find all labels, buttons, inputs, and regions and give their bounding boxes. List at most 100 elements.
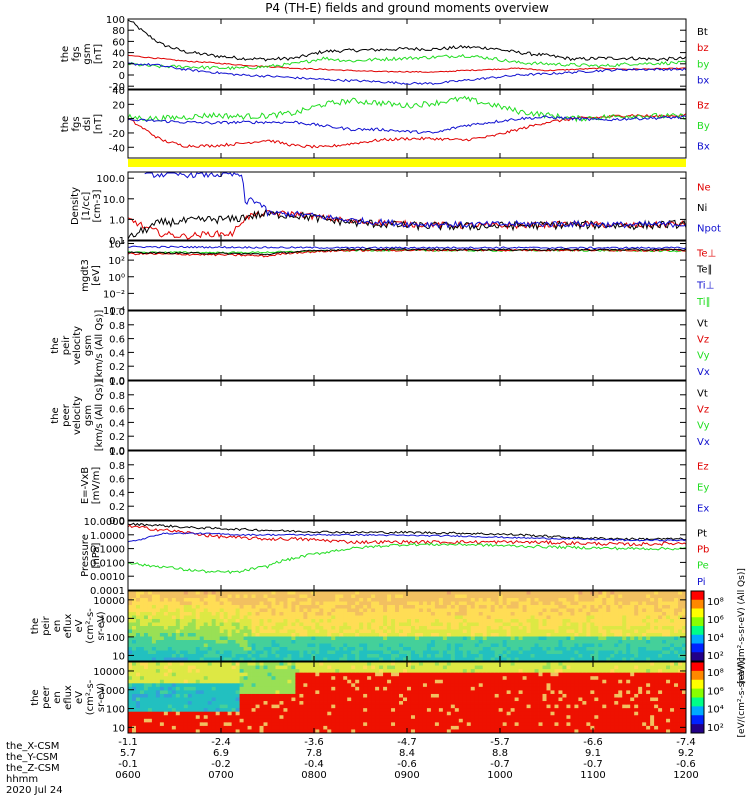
spectrogram-cell bbox=[582, 615, 587, 620]
spectrogram-cell bbox=[642, 612, 647, 616]
spectrogram-cell bbox=[291, 715, 296, 720]
spectrogram-cell bbox=[359, 654, 364, 658]
spectrogram-cell bbox=[307, 633, 312, 637]
spectrogram-cell bbox=[363, 690, 368, 695]
spectrogram-cell bbox=[662, 647, 667, 651]
spectrogram-cell bbox=[235, 612, 240, 616]
spectrogram-cell bbox=[590, 640, 595, 644]
spectrogram-cell bbox=[654, 657, 659, 662]
spectrogram-cell bbox=[163, 725, 169, 730]
spectrogram-cell bbox=[426, 643, 432, 648]
spectrogram-cell bbox=[482, 626, 488, 630]
spectrogram-cell bbox=[327, 669, 332, 674]
spectrogram-cell bbox=[359, 686, 364, 691]
spectrogram-cell bbox=[610, 619, 615, 623]
spectrogram-cell bbox=[339, 686, 344, 691]
spectrogram-cell bbox=[327, 643, 332, 648]
spectrogram-cell bbox=[630, 594, 635, 599]
spectrogram-cell bbox=[163, 669, 169, 674]
spectrogram-cell bbox=[395, 683, 400, 688]
spectrogram-cell bbox=[128, 612, 133, 616]
spectrogram-cell bbox=[510, 647, 516, 651]
spectrogram-cell bbox=[211, 711, 217, 716]
spectrogram-cell bbox=[223, 725, 229, 730]
legend-entry: Vy bbox=[697, 421, 710, 432]
spectrogram-cell bbox=[678, 636, 683, 641]
spectrogram-cell bbox=[271, 693, 276, 698]
spectrogram-cell bbox=[626, 643, 631, 648]
spectrogram-cell bbox=[211, 672, 217, 677]
spectrogram-cell bbox=[442, 615, 448, 620]
spectrogram-cell bbox=[319, 647, 324, 651]
spectrogram-cell bbox=[367, 690, 372, 695]
spectrogram-cell bbox=[474, 693, 480, 698]
spectrogram-cell bbox=[367, 708, 372, 713]
spectrogram-cell bbox=[395, 605, 400, 609]
spectrogram-cell bbox=[538, 601, 543, 606]
spectrogram-cell bbox=[207, 636, 213, 641]
spectrogram-cell bbox=[450, 640, 456, 644]
spectrogram-cell bbox=[159, 697, 165, 702]
spectrogram-cell bbox=[171, 601, 177, 606]
spectrogram-cell bbox=[387, 636, 392, 641]
spectrogram-cell bbox=[267, 711, 272, 716]
spectrogram-cell bbox=[235, 683, 240, 688]
spectrogram-cell bbox=[458, 672, 464, 677]
spectrogram-cell bbox=[458, 690, 464, 695]
spectrogram-cell bbox=[403, 722, 408, 727]
spectrogram-cell bbox=[203, 718, 209, 723]
spectrogram-cell bbox=[530, 640, 535, 644]
spectrogram-cell bbox=[219, 636, 225, 641]
spectrogram-cell bbox=[355, 711, 360, 716]
spectrogram-cell bbox=[351, 718, 356, 723]
spectrogram-cell bbox=[359, 704, 364, 709]
spectrogram-cell bbox=[482, 711, 488, 716]
spectrogram-cell bbox=[295, 690, 300, 695]
spectrogram-cell bbox=[223, 633, 229, 637]
spectrogram-cell bbox=[610, 594, 615, 599]
spectrogram-cell bbox=[319, 633, 324, 637]
spectrogram-cell bbox=[319, 686, 324, 691]
series-line-Ti⊥ bbox=[128, 245, 687, 250]
spectrogram-cell bbox=[307, 722, 312, 727]
spectrogram-cell bbox=[295, 636, 300, 641]
spectrogram-cell bbox=[215, 608, 221, 613]
spectrogram-cell bbox=[558, 598, 563, 602]
spectrogram-cell bbox=[666, 598, 671, 602]
spectrogram-cell bbox=[287, 715, 292, 720]
spectrogram-cell bbox=[430, 636, 436, 641]
spectrogram-cell bbox=[602, 640, 607, 644]
spectrogram-cell bbox=[482, 722, 488, 727]
spectrogram-cell bbox=[462, 715, 468, 720]
spectrogram-cell bbox=[474, 729, 480, 734]
spectrogram-cell bbox=[654, 654, 659, 658]
spectrogram-cell bbox=[259, 640, 264, 644]
spectrogram-cell bbox=[634, 647, 639, 651]
spectrogram-cell bbox=[287, 619, 292, 623]
spectrogram-cell bbox=[155, 697, 161, 702]
spectrogram-cell bbox=[263, 650, 268, 655]
spectrogram-cell bbox=[458, 708, 464, 713]
spectrogram-cell bbox=[195, 608, 201, 613]
spectrogram-cell bbox=[227, 693, 233, 698]
spectrogram-cell bbox=[494, 608, 500, 613]
spectrogram-cell bbox=[255, 665, 260, 670]
spectrogram-cell bbox=[363, 640, 368, 644]
spectrogram-cell bbox=[275, 591, 280, 595]
spectrogram-cell bbox=[307, 708, 312, 713]
spectrogram-cell bbox=[454, 650, 460, 655]
spectrogram-cell bbox=[315, 722, 320, 727]
spectrogram-cell bbox=[139, 679, 145, 684]
spectrogram-cell bbox=[558, 654, 563, 658]
spectrogram-cell bbox=[187, 690, 193, 695]
spectrogram-cell bbox=[658, 622, 663, 627]
spectrogram-cell bbox=[678, 591, 683, 595]
spectrogram-cell bbox=[375, 701, 380, 705]
spectrogram-cell bbox=[223, 591, 229, 595]
spectrogram-cell bbox=[267, 640, 272, 644]
spectrogram-cell bbox=[291, 676, 296, 681]
spectrogram-cell bbox=[558, 643, 563, 648]
spectrogram-cell bbox=[323, 665, 328, 670]
spectrogram-cell bbox=[155, 608, 161, 613]
spectrogram-cell bbox=[343, 622, 348, 627]
